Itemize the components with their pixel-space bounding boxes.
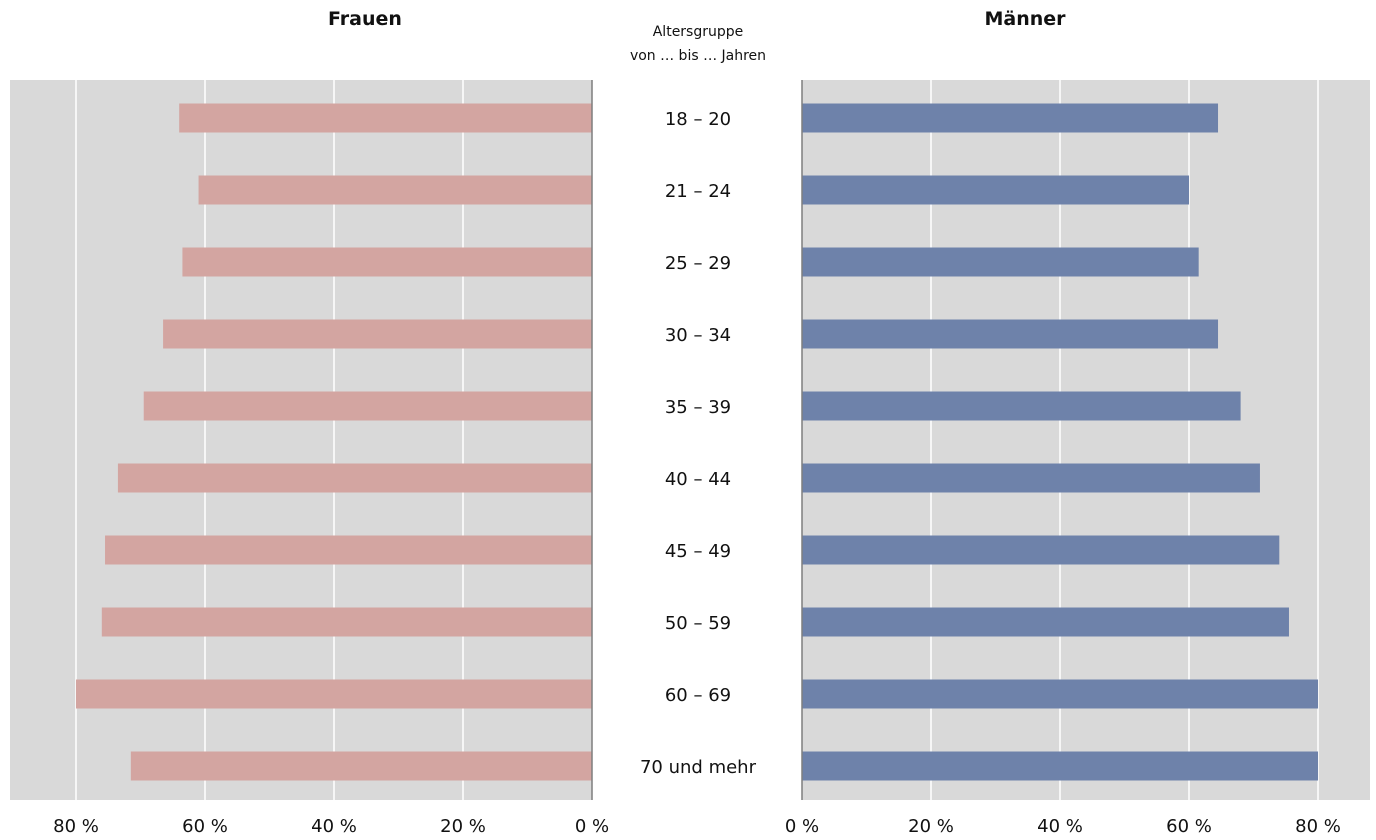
title-frauen: Frauen: [328, 8, 402, 30]
category-label: 50 – 59: [665, 613, 731, 634]
bar-maenner: [802, 751, 1318, 781]
bar-maenner: [802, 535, 1280, 565]
bar-frauen: [143, 391, 592, 421]
category-label: 70 und mehr: [640, 757, 757, 778]
category-header-line-2: von … bis … Jahren: [629, 48, 767, 64]
bar-frauen: [182, 247, 593, 277]
bar-maenner: [802, 391, 1241, 421]
category-label: 30 – 34: [665, 325, 731, 346]
tick-label-frauen: 60 %: [182, 816, 228, 837]
tick-label-frauen: 0 %: [575, 816, 609, 837]
bar-frauen: [179, 103, 592, 133]
title-maenner: Männer: [984, 8, 1066, 30]
bar-frauen: [101, 607, 593, 637]
tick-label-maenner: 80 %: [1295, 816, 1341, 837]
category-label: 21 – 24: [665, 181, 731, 202]
tick-label-maenner: 20 %: [908, 816, 954, 837]
tick-label-maenner: 40 %: [1037, 816, 1083, 837]
bar-frauen: [130, 751, 592, 781]
category-label: 45 – 49: [665, 541, 731, 562]
bar-maenner: [802, 247, 1199, 277]
bar-frauen: [105, 535, 593, 565]
category-labels: 18 – 20 21 – 24 25 – 29 30 – 34 35 – 39 40 – …: [640, 109, 757, 778]
bar-frauen: [117, 463, 593, 493]
bar-maenner: [802, 319, 1219, 349]
bar-frauen: [198, 175, 593, 205]
category-label: 40 – 44: [665, 469, 731, 490]
tick-label-frauen: 20 %: [440, 816, 486, 837]
category-header-line-1: Altersgruppe: [652, 24, 744, 40]
category-label: 25 – 29: [665, 253, 731, 274]
tick-label-maenner: 0 %: [785, 816, 819, 837]
bar-maenner: [802, 607, 1289, 637]
category-label: 60 – 69: [665, 685, 731, 706]
bar-frauen: [76, 679, 592, 709]
tick-labels: 0 % 0 % 20 % 20 % 40 % 40 % 60 % 60 % 80 % 80 %: [53, 816, 1341, 837]
bars: [76, 103, 1318, 781]
tick-label-frauen: 80 %: [53, 816, 99, 837]
tick-label-frauen: 40 %: [311, 816, 357, 837]
category-label: 35 – 39: [665, 397, 731, 418]
bar-maenner: [802, 175, 1189, 205]
bar-frauen: [163, 319, 592, 349]
bar-maenner: [802, 679, 1318, 709]
tick-label-maenner: 60 %: [1166, 816, 1212, 837]
category-label: 18 – 20: [665, 109, 731, 130]
bar-maenner: [802, 463, 1260, 493]
bar-maenner: [802, 103, 1219, 133]
category-header: Altersgruppe von … bis … Jahren: [598, 20, 798, 68]
